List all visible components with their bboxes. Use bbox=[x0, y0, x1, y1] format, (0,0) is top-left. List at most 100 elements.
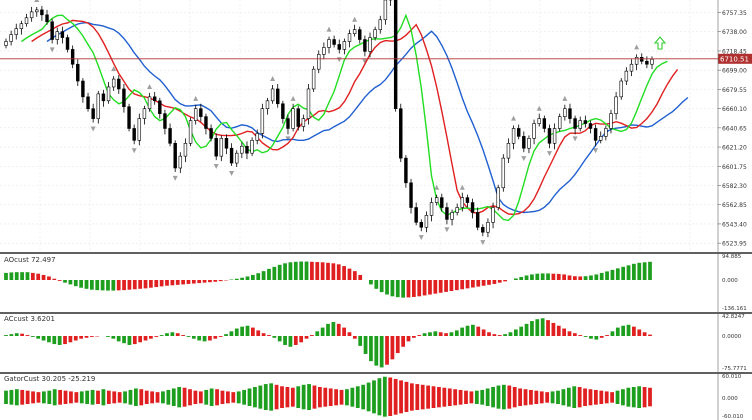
candle-body bbox=[91, 108, 95, 119]
fractal-up-icon bbox=[326, 26, 332, 32]
candle-body bbox=[137, 118, 142, 141]
fractal-down-icon bbox=[90, 126, 96, 132]
y-tick-label: -136.161 bbox=[722, 306, 747, 312]
candle-body bbox=[286, 118, 290, 129]
ac-axis: 42.8247 0.0000 -75.7771 bbox=[722, 314, 747, 372]
candle-body bbox=[40, 9, 44, 16]
candle-body bbox=[393, 0, 398, 110]
candle-body bbox=[558, 116, 562, 129]
y-tick-label: 94.885 bbox=[722, 254, 742, 260]
current-price-label: 6710.51 bbox=[720, 55, 749, 63]
candle-body bbox=[455, 207, 459, 213]
y-tick-label: 6699.00 bbox=[722, 68, 747, 75]
y-tick-label: 6660.10 bbox=[722, 106, 747, 113]
candle-body bbox=[106, 86, 111, 102]
ao-indicator-label: AOcust 72.497 bbox=[4, 256, 56, 264]
fractal-up-icon bbox=[634, 44, 640, 50]
candle-body bbox=[368, 37, 372, 52]
candle-body bbox=[516, 128, 521, 137]
y-tick-label: 6543.40 bbox=[722, 221, 747, 228]
candle-body bbox=[158, 100, 162, 114]
ac-indicator-label: ACcust 3.6201 bbox=[4, 315, 55, 323]
candle-body bbox=[122, 88, 126, 108]
fractal-down-icon bbox=[131, 148, 137, 154]
y-tick-label: 6562.85 bbox=[722, 202, 747, 209]
candle-body bbox=[311, 68, 316, 90]
fractal-up-icon bbox=[511, 115, 517, 121]
candlesticks bbox=[4, 0, 654, 238]
y-tick-label: 6679.55 bbox=[722, 87, 747, 94]
main-price-axis: 6757.35 6738.00 6718.45 6699.00 6679.55 6660.… bbox=[718, 10, 747, 248]
fractal-up-icon bbox=[270, 76, 276, 82]
candle-body bbox=[270, 88, 275, 102]
candle-body bbox=[188, 120, 193, 144]
y-tick-label: 6601.75 bbox=[722, 164, 747, 171]
candle-body bbox=[235, 152, 239, 164]
candle-body bbox=[101, 93, 106, 102]
candle-body bbox=[440, 197, 444, 208]
candle-body bbox=[465, 197, 470, 203]
y-tick-label: 42.8247 bbox=[722, 314, 745, 320]
candle-body bbox=[29, 11, 34, 19]
fractal-down-icon bbox=[229, 170, 235, 176]
candle-body bbox=[86, 96, 90, 110]
candle-body bbox=[240, 145, 244, 154]
candle-body bbox=[419, 222, 423, 228]
candle-body bbox=[399, 108, 403, 159]
candle-body bbox=[45, 14, 49, 23]
candle-body bbox=[209, 128, 213, 139]
y-tick-label: 6582.30 bbox=[722, 183, 747, 190]
candle-body bbox=[50, 21, 54, 40]
fractal-up-icon bbox=[459, 184, 465, 190]
candle-body bbox=[65, 37, 70, 50]
candle-body bbox=[219, 138, 224, 157]
y-tick-label: 0.000 bbox=[722, 396, 738, 402]
fractal-down-icon bbox=[418, 235, 424, 241]
fractal-up-icon bbox=[290, 95, 296, 101]
candle-body bbox=[352, 29, 357, 34]
main-price-pane: 6757.35 6738.00 6718.45 6699.00 6679.55 6660.… bbox=[0, 0, 752, 252]
y-tick-label: 6738.00 bbox=[722, 29, 747, 36]
candle-body bbox=[373, 29, 377, 38]
y-tick-label: -60.010 bbox=[722, 414, 744, 420]
fractal-down-icon bbox=[593, 148, 599, 154]
fractal-down-icon bbox=[444, 227, 450, 233]
candle-body bbox=[470, 202, 475, 213]
candle-body bbox=[640, 57, 644, 62]
candle-body bbox=[281, 103, 285, 119]
candle-body bbox=[229, 147, 234, 164]
candle-body bbox=[460, 197, 465, 208]
candle-body bbox=[429, 202, 434, 216]
candle-body bbox=[475, 212, 480, 228]
candle-body bbox=[301, 118, 306, 127]
candle-body bbox=[347, 33, 352, 42]
red-ma-line bbox=[31, 19, 679, 216]
candle-body bbox=[645, 60, 649, 65]
candle-body bbox=[132, 128, 136, 141]
candle-body bbox=[552, 128, 557, 144]
candle-body bbox=[583, 120, 588, 124]
fractal-down-icon bbox=[172, 175, 178, 181]
candle-body bbox=[650, 58, 654, 65]
candle-body bbox=[142, 108, 147, 119]
candle-body bbox=[173, 142, 177, 169]
candle-body bbox=[532, 123, 536, 139]
candle-body bbox=[414, 207, 418, 223]
candle-body bbox=[593, 128, 598, 141]
candle-body bbox=[404, 157, 408, 184]
candle-body bbox=[250, 140, 254, 154]
candle-body bbox=[609, 113, 613, 129]
candle-body bbox=[4, 41, 8, 46]
candle-body bbox=[342, 41, 347, 50]
candle-body bbox=[599, 136, 603, 141]
candle-body bbox=[491, 207, 495, 223]
candle-body bbox=[568, 108, 572, 119]
y-tick-label: 60.010 bbox=[722, 374, 742, 380]
fractal-up-icon bbox=[536, 105, 542, 111]
candle-body bbox=[193, 108, 198, 121]
candle-body bbox=[70, 49, 75, 65]
y-tick-label: 6640.65 bbox=[722, 125, 747, 132]
fractal-up-icon bbox=[434, 184, 440, 190]
candle-body bbox=[547, 128, 552, 144]
